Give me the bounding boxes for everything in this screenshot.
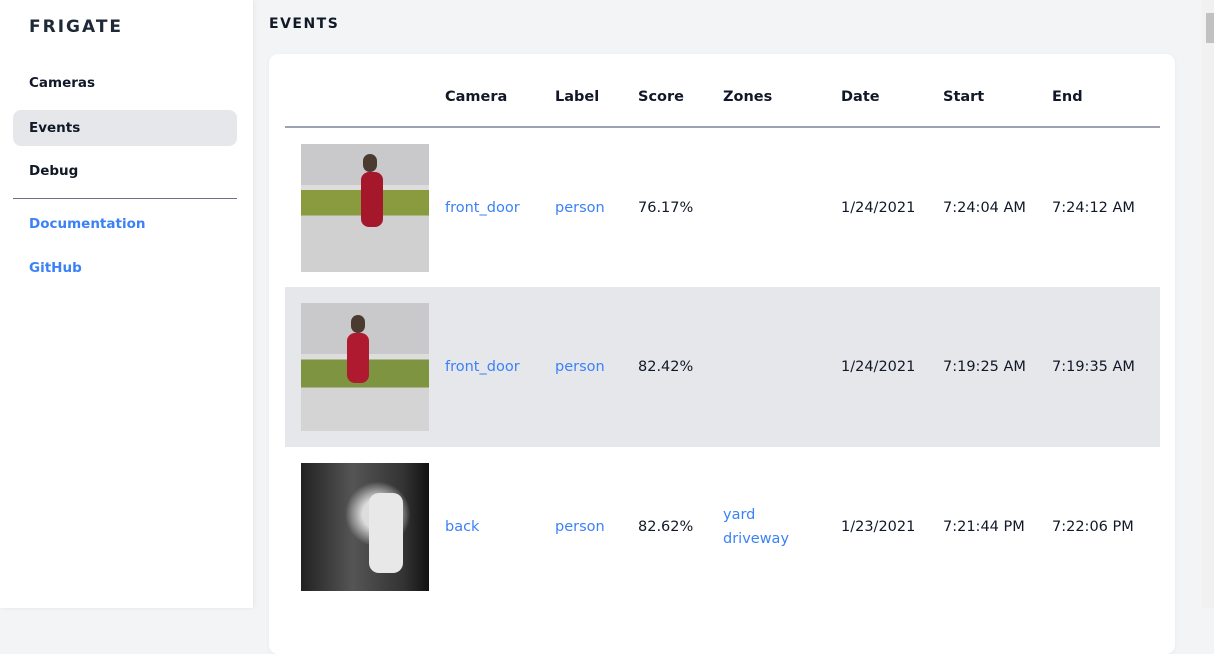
- documentation-link[interactable]: Documentation: [29, 216, 146, 232]
- score: 82.62%: [638, 519, 694, 535]
- table-row[interactable]: front_door person 82.42% 1/24/2021 7:19:…: [285, 287, 1160, 447]
- page-title: EVENTS: [269, 16, 340, 32]
- start-time: 7:19:25 AM: [943, 287, 1052, 447]
- label-link[interactable]: person: [555, 519, 605, 535]
- sidebar-item-cameras[interactable]: Cameras: [29, 75, 96, 91]
- end-time: 7:24:12 AM: [1052, 199, 1135, 216]
- camera-link[interactable]: back: [445, 519, 480, 535]
- col-score: Score: [638, 54, 723, 128]
- end-time: 7:19:35 AM: [1052, 287, 1160, 447]
- end-time: 7:22:06 PM: [1052, 519, 1134, 535]
- score: 82.42%: [638, 287, 723, 447]
- scrollbar-thumb[interactable]: [1206, 13, 1214, 43]
- col-date: Date: [841, 54, 943, 128]
- github-link[interactable]: GitHub: [29, 260, 82, 276]
- camera-link[interactable]: front_door: [445, 287, 555, 447]
- date: 1/24/2021: [841, 199, 916, 216]
- event-thumbnail[interactable]: [301, 463, 429, 591]
- col-thumbnail: [285, 54, 445, 128]
- table-row[interactable]: back person 82.62% yard driveway 1/23/202…: [285, 447, 1160, 607]
- score: 76.17%: [638, 199, 694, 216]
- zones: yard driveway: [723, 447, 841, 607]
- zones: [723, 127, 841, 287]
- date: 1/24/2021: [841, 287, 943, 447]
- scrollbar[interactable]: [1202, 0, 1214, 608]
- sidebar-item-debug[interactable]: Debug: [29, 163, 79, 179]
- sidebar-item-events[interactable]: Events: [13, 110, 237, 146]
- col-label: Label: [555, 54, 638, 128]
- zone-link[interactable]: yard: [723, 507, 756, 523]
- sidebar: FRIGATE Cameras Events Debug Documentati…: [0, 0, 253, 608]
- zone-link[interactable]: driveway: [723, 531, 790, 547]
- brand-logo: FRIGATE: [29, 17, 124, 37]
- col-start: Start: [943, 54, 1052, 128]
- camera-link[interactable]: front_door: [445, 199, 520, 216]
- sidebar-divider: [13, 198, 237, 199]
- start-time: 7:24:04 AM: [943, 199, 1026, 216]
- events-card: Camera Label Score Zones Date Start End …: [269, 54, 1175, 654]
- events-table: Camera Label Score Zones Date Start End …: [285, 54, 1160, 607]
- label-link[interactable]: person: [555, 199, 605, 216]
- col-zones: Zones: [723, 54, 841, 128]
- date: 1/23/2021: [841, 519, 916, 535]
- zones: [723, 287, 841, 447]
- col-end: End: [1052, 54, 1160, 128]
- table-row[interactable]: front_door person 76.17% 1/24/2021 7:24:…: [285, 127, 1160, 287]
- start-time: 7:21:44 PM: [943, 519, 1025, 535]
- event-thumbnail[interactable]: [301, 303, 429, 431]
- label-link[interactable]: person: [555, 287, 638, 447]
- col-camera: Camera: [445, 54, 555, 128]
- event-thumbnail[interactable]: [301, 143, 429, 272]
